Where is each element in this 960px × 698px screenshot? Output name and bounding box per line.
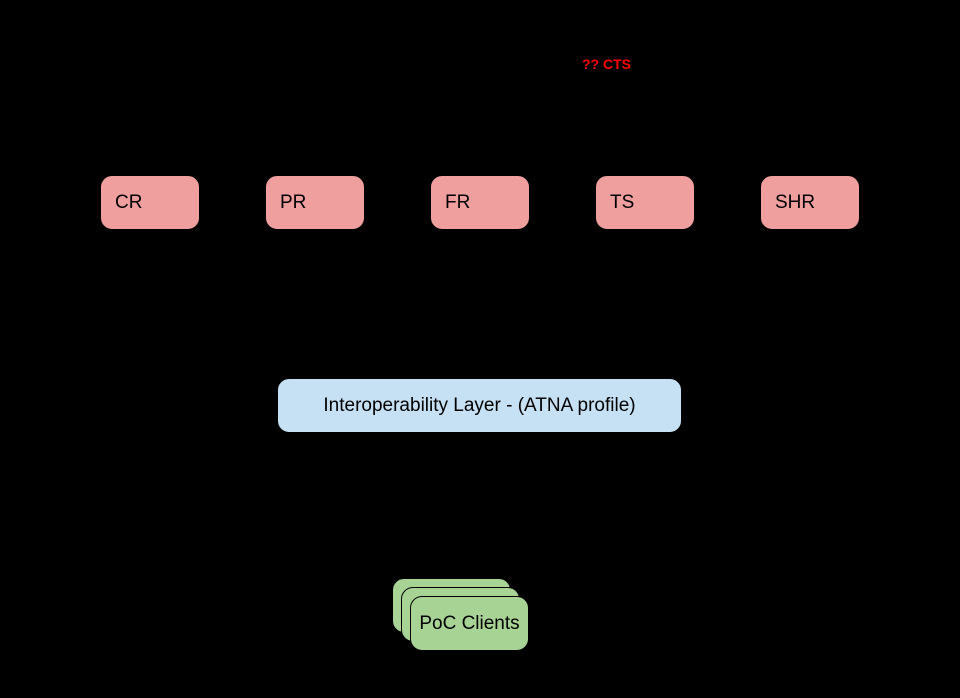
arrow-end-bus-to-interop <box>476 368 484 378</box>
interoperability-layer-box: Interoperability Layer - (ATNA profile) <box>277 378 682 433</box>
arrow-start-ts-down <box>641 230 649 240</box>
poc-clients-label: PoC Clients <box>410 596 529 651</box>
arrow-end-cts-to-ts-top <box>611 165 619 175</box>
fr-node: FR <box>430 175 530 230</box>
arrow-start-interop-to-poc <box>476 433 484 443</box>
arrow-start-pr-down <box>311 230 319 240</box>
arrow-start-shr-down <box>806 230 814 240</box>
arrow-start-cr-down <box>146 230 154 240</box>
arrow-start-fr-down <box>476 230 484 240</box>
cr-node: CR <box>100 175 200 230</box>
cts-annotation: ?? CTS <box>582 56 631 72</box>
shr-node: SHR <box>760 175 860 230</box>
pr-node: PR <box>265 175 365 230</box>
ts-node: TS <box>595 175 695 230</box>
